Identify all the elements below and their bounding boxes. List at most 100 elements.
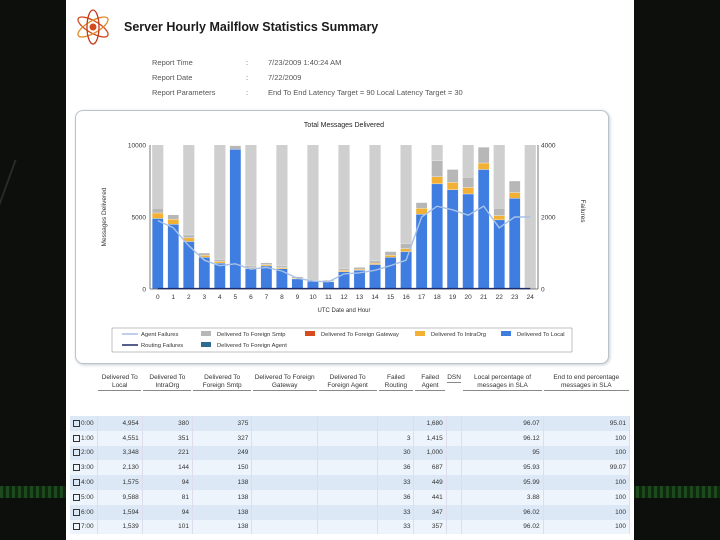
expand-row-icon[interactable] <box>73 449 80 457</box>
column-header: Failed Routing <box>378 374 414 416</box>
column-header <box>70 374 97 416</box>
legend-label: Delivered To Foreign Gateway <box>321 332 399 338</box>
column-header: Delivered To Foreign Agent <box>318 374 378 416</box>
y-tick-label: 0 <box>142 287 146 294</box>
bar-segment <box>400 251 412 290</box>
x-tick-label: 21 <box>480 294 488 301</box>
bar-segment <box>198 252 211 256</box>
bar-segment <box>167 224 180 290</box>
x-tick-label: 8 <box>280 294 284 301</box>
bar-segment <box>477 162 490 170</box>
table-cell <box>317 430 379 446</box>
column-header: Delivered To Local <box>97 374 142 416</box>
expand-row-icon[interactable] <box>73 434 80 442</box>
bar-segment <box>229 149 242 290</box>
table-cell <box>317 504 379 520</box>
legend-swatch <box>415 331 425 336</box>
table-cell: 380 <box>142 416 193 431</box>
x-tick-label: 0 <box>156 294 160 301</box>
hourly-stats-table: Delivered To Local Delivered To IntraOrg D… <box>70 374 631 535</box>
table-cell: 9,588 <box>97 489 143 505</box>
bar-segment <box>369 262 381 265</box>
bar-segment <box>477 169 490 290</box>
table-cell: 1,575 <box>97 475 143 490</box>
table-cell: 94 <box>142 475 193 490</box>
param-label: Report Date <box>152 73 193 82</box>
table-cell: 449 <box>413 475 447 490</box>
table-cell <box>251 416 319 431</box>
table-row[interactable]: 3:00 2,130 144 150 36 687 95.93 99.07 <box>70 460 631 476</box>
x-tick-label: 15 <box>387 294 395 301</box>
time-label: 1:00 <box>81 434 94 442</box>
table-cell <box>446 430 463 446</box>
table-cell: 357 <box>413 519 447 535</box>
table-cell <box>251 430 319 446</box>
column-header: End to end percentage messages in SLA <box>543 374 629 416</box>
table-cell <box>251 475 319 490</box>
bar-segment <box>214 261 226 264</box>
x-tick-label: 19 <box>449 294 457 301</box>
expand-row-icon[interactable] <box>73 493 80 501</box>
bar-segment <box>415 202 428 209</box>
table-cell: 150 <box>192 460 253 476</box>
table-cell: 96.12 <box>461 430 544 446</box>
expand-row-icon[interactable] <box>73 419 80 427</box>
table-row[interactable]: 6:00 1,594 94 138 33 347 96.02 100 <box>70 504 631 520</box>
table-cell: 687 <box>413 460 447 476</box>
bg-bar <box>524 145 536 289</box>
chart-title: Total Messages Delivered <box>304 122 384 129</box>
x-tick-label: 23 <box>511 294 519 301</box>
table-row[interactable]: 1:00 4,551 351 327 3 1,415 96.12 100 <box>70 430 631 446</box>
table-row[interactable]: 0:00 4,954 380 375 1,680 96.07 95.01 <box>70 416 631 431</box>
column-header: Delivered To IntraOrg <box>142 374 192 416</box>
y-tick-label: 5000 <box>132 215 147 222</box>
table-row[interactable]: 7:00 1,539 101 138 33 357 96.02 100 <box>70 519 631 535</box>
table-cell <box>446 475 463 490</box>
bar-segment <box>415 213 428 290</box>
legend-label: Delivered To Foreign Smtp <box>217 332 286 338</box>
time-cell: 4:00 <box>70 475 98 490</box>
bar-segment <box>245 268 257 290</box>
expand-row-icon[interactable] <box>73 478 80 486</box>
legend-swatch <box>201 331 211 336</box>
bar-segment <box>477 147 490 164</box>
table-cell: 3 <box>377 430 415 446</box>
bar-segment <box>493 219 505 290</box>
column-header-label: Failed Routing <box>378 374 413 391</box>
table-cell: 33 <box>377 475 415 490</box>
table-row[interactable]: 4:00 1,575 94 138 33 449 95.99 100 <box>70 475 631 490</box>
column-header-label: Delivered To IntraOrg <box>143 374 192 391</box>
expand-row-icon[interactable] <box>73 523 80 531</box>
time-label: 5:00 <box>81 493 94 501</box>
table-cell: 327 <box>192 430 253 446</box>
table-cell <box>377 416 415 431</box>
param-colon: : <box>246 88 249 97</box>
table-row[interactable]: 2:00 3,348 221 249 30 1,000 95 100 <box>70 445 631 461</box>
bar-segment <box>431 183 443 290</box>
x-axis-label: UTC Date and Hour <box>317 308 370 314</box>
expand-row-icon[interactable] <box>73 464 80 472</box>
table-cell <box>317 460 379 476</box>
legend-label: Routing Failures <box>141 343 183 349</box>
bar-segment <box>276 267 288 269</box>
bar-segment <box>431 176 443 185</box>
table-row[interactable]: 5:00 9,588 81 138 36 441 3.88 100 <box>70 489 631 505</box>
time-cell: 6:00 <box>70 504 98 520</box>
table-cell <box>317 416 379 431</box>
bar-segment <box>462 187 474 195</box>
param-label: Report Time <box>152 58 193 67</box>
bg-bar <box>245 145 257 289</box>
report-sheet: Server Hourly Mailflow Statistics Summar… <box>66 0 634 540</box>
expand-row-icon[interactable] <box>73 508 80 516</box>
total-messages-chart: Total Messages Delivered1000050000400020… <box>101 122 586 353</box>
x-tick-label: 18 <box>434 294 442 301</box>
table-cell <box>251 445 319 461</box>
table-cell: 1,539 <box>97 519 143 535</box>
time-label: 2:00 <box>81 449 94 457</box>
bar-segment <box>276 268 288 290</box>
bg-bar <box>276 145 288 289</box>
line-series <box>157 205 531 283</box>
x-tick-label: 4 <box>218 294 222 301</box>
bar-segment <box>152 212 164 219</box>
param-label: Report Parameters <box>152 88 216 97</box>
